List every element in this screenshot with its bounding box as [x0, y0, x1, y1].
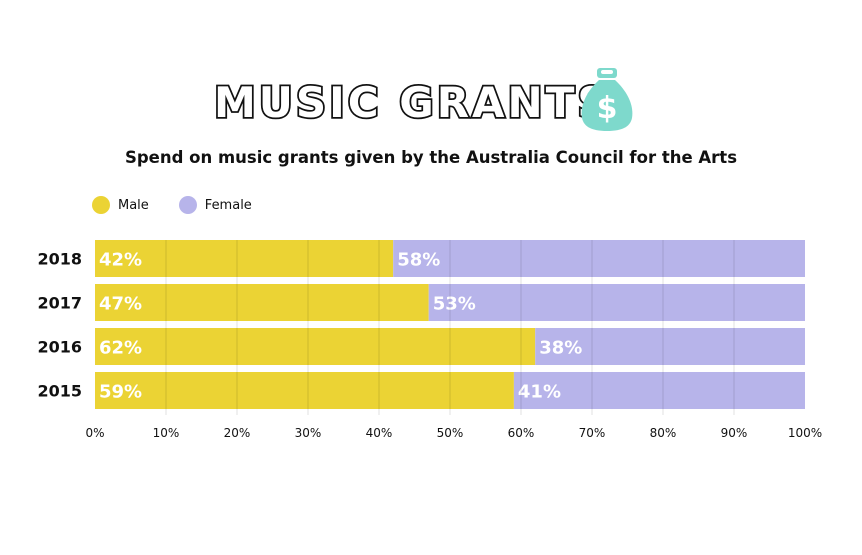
bar-label-female-2018: 58%	[397, 250, 440, 271]
legend-swatch-female	[178, 196, 197, 214]
bar-female-2017	[428, 284, 805, 321]
chart-subtitle: Spend on music grants given by the Austr…	[124, 148, 738, 167]
legend-item-male: Male	[92, 196, 149, 214]
bar-female-2018	[393, 240, 805, 277]
year-label-2017: 2017	[37, 294, 82, 313]
bar-male-2017	[95, 284, 429, 321]
legend: Male Female	[92, 196, 282, 214]
bar-female-2016	[535, 328, 805, 365]
chart-title: MUSIC GRANTS	[212, 78, 611, 127]
legend-label-female: Female	[204, 197, 252, 213]
bar-male-2018	[95, 240, 394, 277]
x-tick-label-0: 0%	[85, 426, 104, 440]
x-tick-label-6: 60%	[508, 426, 535, 440]
x-tick-label-5: 50%	[437, 426, 464, 440]
x-tick-label-3: 30%	[295, 426, 322, 440]
money-bag-icon: $	[581, 68, 633, 131]
x-tick-label-8: 80%	[650, 426, 677, 440]
bar-label-female-2017: 53%	[433, 294, 476, 315]
title-row: MUSIC GRANTS $	[0, 62, 862, 142]
legend-item-female: Female	[178, 196, 252, 214]
year-label-2015: 2015	[37, 382, 82, 401]
bar-male-2016	[95, 328, 536, 365]
year-label-2016: 2016	[37, 338, 82, 357]
x-tick-label-4: 40%	[366, 426, 393, 440]
x-tick-label-7: 70%	[579, 426, 606, 440]
bar-female-2015	[513, 372, 805, 409]
legend-swatch-male	[92, 196, 110, 214]
legend-label-male: Male	[118, 197, 149, 213]
bar-label-male-2016: 62%	[99, 338, 142, 359]
x-tick-label-9: 90%	[721, 426, 748, 440]
bar-label-male-2018: 42%	[99, 250, 142, 271]
bar-label-male-2015: 59%	[99, 382, 142, 403]
bar-label-male-2017: 47%	[99, 294, 142, 315]
x-tick-label-1: 10%	[153, 426, 180, 440]
bar-male-2015	[95, 372, 514, 409]
year-label-2018: 2018	[37, 250, 82, 269]
svg-text:$: $	[597, 91, 618, 126]
x-tick-label-2: 20%	[224, 426, 251, 440]
bar-label-female-2016: 38%	[539, 338, 582, 359]
bar-label-female-2015: 41%	[518, 382, 561, 403]
x-tick-label-10: 100%	[788, 426, 822, 440]
